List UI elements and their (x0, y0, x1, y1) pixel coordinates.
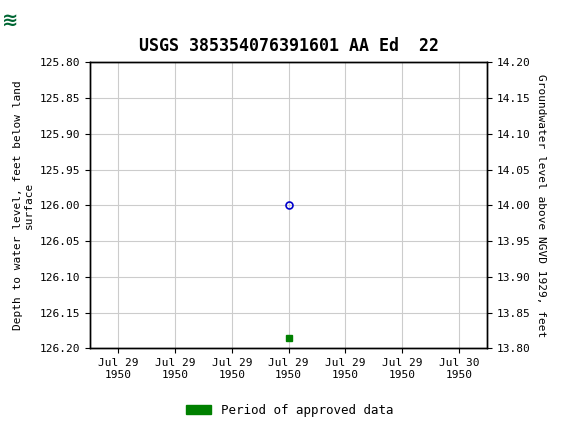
Y-axis label: Depth to water level, feet below land
surface: Depth to water level, feet below land su… (13, 80, 34, 330)
Bar (2, 3, 32, 37)
Text: ≋: ≋ (2, 10, 19, 30)
FancyBboxPatch shape (3, 3, 46, 37)
Y-axis label: Groundwater level above NGVD 1929, feet: Groundwater level above NGVD 1929, feet (536, 74, 546, 337)
Text: USGS: USGS (39, 11, 90, 29)
Title: USGS 385354076391601 AA Ed  22: USGS 385354076391601 AA Ed 22 (139, 37, 438, 55)
Text: ≋USGS: ≋USGS (3, 11, 74, 29)
Legend: Period of approved data: Period of approved data (181, 399, 399, 421)
